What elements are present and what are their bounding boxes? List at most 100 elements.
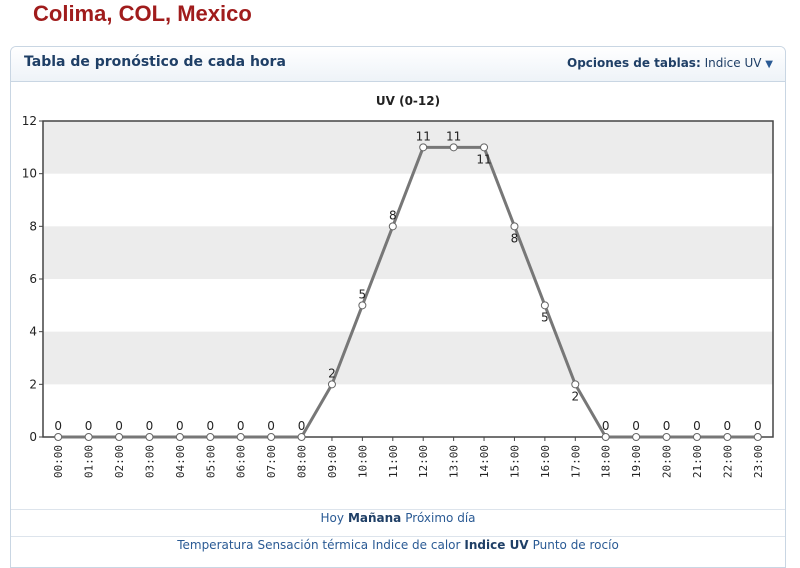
chart-options: Opciones de tablas: Indice UV ▼	[567, 56, 773, 70]
data-point-7	[267, 433, 276, 441]
variable-link-3[interactable]: Indice UV	[464, 538, 529, 552]
x-tick-label-4: 04:00	[174, 445, 187, 478]
uv-chart: UV (0-12) 0 2 4 6 8 10 12 00:00 01:00 02:00 03:00 04…	[22, 94, 774, 478]
location-title: Colima, COL, Mexico	[33, 1, 252, 26]
x-tick-label-6: 06:00	[235, 445, 248, 478]
data-point-2	[115, 433, 124, 441]
caret-down-icon: ▼	[765, 59, 773, 70]
x-tick-label-9: 09:00	[326, 445, 339, 478]
variable-link-1[interactable]: Sensación térmica	[257, 538, 369, 552]
variable-link-4[interactable]: Punto de rocío	[532, 538, 619, 552]
plot-frame	[42, 120, 774, 438]
data-label-13: 11	[446, 129, 461, 143]
data-point-3	[145, 433, 154, 441]
data-label-16: 5	[541, 310, 549, 324]
x-tick-label-2: 02:00	[113, 445, 126, 478]
grid-band-5	[43, 121, 773, 174]
x-tick-label-5: 05:00	[204, 445, 217, 478]
data-label-5: 0	[206, 419, 214, 433]
data-label-20: 0	[663, 419, 671, 433]
y-tick-label-1: 2	[29, 377, 37, 391]
x-tick-label-22: 22:00	[721, 445, 734, 478]
data-label-3: 0	[146, 419, 154, 433]
data-point-12	[419, 143, 428, 152]
x-tick-label-23: 23:00	[752, 445, 765, 478]
panel-title: Tabla de pronóstico de cada hora	[24, 54, 286, 70]
x-tick-label-11: 11:00	[387, 445, 400, 478]
data-label-17: 2	[571, 389, 579, 403]
x-tick-label-17: 17:00	[569, 445, 582, 478]
data-point-15	[510, 222, 519, 231]
day-link-0[interactable]: Hoy	[320, 511, 344, 525]
x-tick-label-20: 20:00	[661, 445, 674, 478]
data-point-19	[632, 433, 641, 441]
forecast-panel: Tabla de pronóstico de cada hora Opcione…	[10, 46, 786, 568]
y-tick-label-0: 0	[29, 430, 37, 444]
x-tick-label-1: 01:00	[83, 445, 96, 478]
data-label-2: 0	[115, 419, 123, 433]
dropdown-value: Indice UV	[704, 56, 762, 70]
data-point-1	[84, 433, 93, 441]
chart-type-dropdown[interactable]: Indice UV ▼	[705, 56, 773, 70]
x-tick-label-0: 00:00	[52, 445, 65, 478]
y-tick-label-3: 6	[29, 272, 37, 286]
data-label-23: 0	[754, 419, 762, 433]
variable-link-2[interactable]: Indice de calor	[372, 538, 461, 552]
data-label-19: 0	[632, 419, 640, 433]
data-label-15: 8	[511, 231, 519, 245]
x-tick-label-21: 21:00	[691, 445, 704, 478]
data-label-4: 0	[176, 419, 184, 433]
x-tick-label-12: 12:00	[417, 445, 430, 478]
data-label-8: 0	[298, 419, 306, 433]
chart-title: UV (0-12)	[376, 94, 440, 108]
data-label-21: 0	[693, 419, 701, 433]
data-point-16	[540, 301, 549, 310]
data-label-11: 8	[389, 208, 397, 222]
data-point-22	[723, 433, 732, 441]
grid-band-1	[43, 331, 773, 385]
variable-nav: Temperatura Sensación térmica Indice de ca…	[11, 536, 785, 567]
y-tick-label-4: 8	[29, 219, 37, 233]
data-point-4	[175, 433, 184, 441]
data-point-17	[571, 380, 580, 389]
x-tick-label-13: 13:00	[448, 445, 461, 478]
data-point-20	[662, 433, 671, 441]
variable-link-0[interactable]: Temperatura	[177, 538, 254, 552]
x-tick-label-14: 14:00	[478, 445, 491, 478]
grid-band-3	[43, 226, 773, 279]
data-point-5	[206, 433, 215, 441]
data-point-14	[480, 143, 489, 152]
data-label-10: 5	[359, 287, 367, 301]
x-tick-label-19: 19:00	[630, 445, 643, 478]
data-point-23	[753, 433, 762, 441]
data-label-7: 0	[267, 419, 275, 433]
day-link-2[interactable]: Próximo día	[405, 511, 476, 525]
x-tick-label-7: 07:00	[265, 445, 278, 478]
data-point-11	[388, 222, 397, 231]
data-point-6	[236, 433, 245, 441]
data-label-1: 0	[85, 419, 93, 433]
data-label-18: 0	[602, 419, 610, 433]
y-tick-label-6: 12	[22, 114, 37, 128]
y-tick-label-2: 4	[29, 325, 37, 339]
x-tick-label-15: 15:00	[508, 445, 521, 478]
y-tick-label-5: 10	[22, 167, 37, 181]
data-label-0: 0	[54, 419, 62, 433]
data-point-21	[692, 433, 701, 441]
data-point-8	[297, 433, 306, 441]
x-tick-label-8: 08:00	[296, 445, 309, 478]
x-tick-label-10: 10:00	[356, 445, 369, 478]
x-tick-label-16: 16:00	[539, 445, 552, 478]
day-nav: Hoy Mañana Próximo día	[11, 509, 785, 535]
options-label: Opciones de tablas:	[567, 56, 701, 70]
data-label-14: 11	[476, 152, 491, 166]
x-tick-label-18: 18:00	[600, 445, 613, 478]
data-point-0	[54, 433, 63, 441]
panel-header: Tabla de pronóstico de cada hora Opcione…	[11, 47, 785, 82]
data-label-12: 11	[416, 129, 431, 143]
data-label-9: 2	[328, 366, 336, 380]
day-link-1[interactable]: Mañana	[347, 511, 402, 525]
data-label-6: 0	[237, 419, 245, 433]
uv-series-line	[58, 145, 758, 439]
data-point-18	[601, 433, 610, 441]
